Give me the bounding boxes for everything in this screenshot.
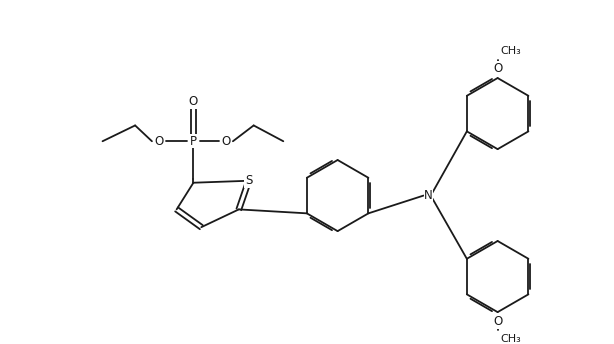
Text: O: O — [222, 135, 231, 148]
Text: S: S — [245, 174, 252, 187]
Text: O: O — [154, 135, 163, 148]
Text: O: O — [493, 315, 502, 329]
Text: CH₃: CH₃ — [500, 334, 521, 344]
Text: N: N — [424, 189, 433, 202]
Text: P: P — [190, 135, 197, 148]
Text: O: O — [188, 95, 198, 108]
Text: CH₃: CH₃ — [500, 46, 521, 56]
Text: O: O — [493, 62, 502, 75]
